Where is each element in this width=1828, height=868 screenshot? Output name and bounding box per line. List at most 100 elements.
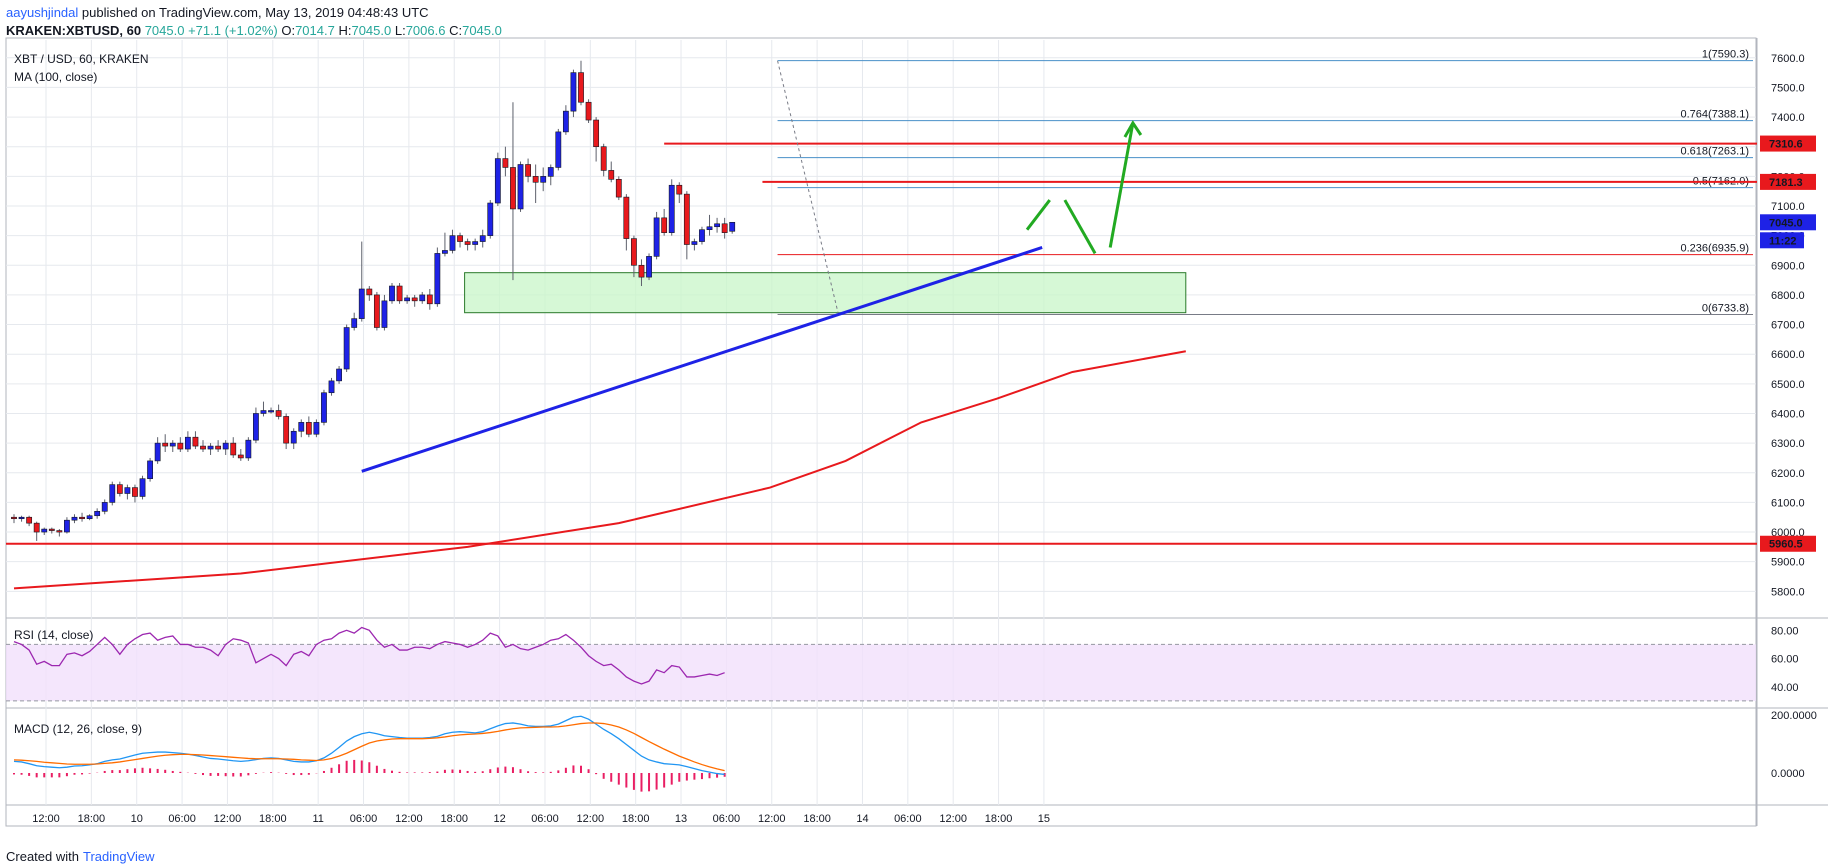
candle-body bbox=[336, 368, 342, 382]
price-pane-title: XBT / USD, 60, KRAKEN bbox=[14, 52, 149, 66]
footer: Created with TradingView bbox=[6, 849, 155, 864]
candle-body bbox=[184, 436, 191, 450]
last-price: 7045.0 bbox=[144, 23, 185, 38]
x-tick-label: 12:00 bbox=[395, 813, 423, 825]
countdown-tag-text: 11:22 bbox=[1769, 235, 1797, 247]
y-tick-label: 6700.0 bbox=[1771, 320, 1805, 332]
candle-body bbox=[683, 193, 690, 245]
fib-level-label: 0(6733.8) bbox=[1702, 303, 1749, 315]
high-label: H: bbox=[338, 23, 352, 38]
candle-body bbox=[86, 515, 93, 520]
candle-body bbox=[472, 241, 479, 245]
author-link[interactable]: aayushjindal bbox=[6, 5, 79, 20]
rsi-pane-title: RSI (14, close) bbox=[14, 628, 93, 642]
x-tick-label: 18:00 bbox=[78, 813, 106, 825]
symbol-name: KRAKEN:XBTUSD, 60 bbox=[6, 23, 142, 38]
x-tick-label: 06:00 bbox=[168, 813, 196, 825]
candle-body bbox=[48, 528, 55, 531]
candle-body bbox=[396, 285, 403, 302]
candle-body bbox=[237, 454, 244, 459]
candle-body bbox=[268, 410, 274, 413]
candle-body bbox=[101, 502, 108, 512]
candle-body bbox=[510, 167, 516, 210]
candle-body bbox=[56, 530, 63, 533]
symbol-line: KRAKEN:XBTUSD, 60 7045.0 +71.1 (+1.02%) … bbox=[6, 22, 1506, 40]
candle-body bbox=[169, 442, 176, 447]
candle-body bbox=[321, 392, 327, 423]
projection-arrow-up bbox=[1025, 199, 1051, 231]
candle-body bbox=[373, 294, 380, 328]
macd-tick-label: 200.0000 bbox=[1771, 710, 1817, 722]
macd-pane[interactable] bbox=[13, 715, 726, 792]
publish-line: aayushjindal published on TradingView.co… bbox=[6, 4, 1506, 22]
candle-body bbox=[479, 235, 486, 242]
macd-line bbox=[13, 715, 725, 776]
y-tick-label: 6100.0 bbox=[1771, 497, 1805, 509]
y-tick-label: 7600.0 bbox=[1771, 53, 1805, 65]
price-pane[interactable]: 1(7590.3)0.764(7388.1)0.618(7263.1)0.5(7… bbox=[6, 49, 1757, 590]
open-label: O: bbox=[281, 23, 296, 38]
x-tick-label: 18:00 bbox=[440, 813, 468, 825]
close-value: 7045.0 bbox=[462, 23, 502, 38]
candle-body bbox=[668, 184, 675, 233]
candle-body bbox=[116, 484, 123, 494]
candle-body bbox=[600, 146, 607, 171]
y-tick-label: 6600.0 bbox=[1771, 349, 1805, 361]
candle-body bbox=[404, 297, 411, 302]
candle-body bbox=[139, 478, 146, 497]
candle-body bbox=[525, 164, 531, 177]
y-tick-label: 6200.0 bbox=[1771, 468, 1805, 480]
price-change: +71.1 (+1.02%) bbox=[188, 23, 278, 38]
axes: 12:00 18:00 10 06:00 12:00 18:00 11 06:00 12:00 1… bbox=[32, 53, 1817, 825]
x-tick-label: 12:00 bbox=[577, 813, 605, 825]
candle-body bbox=[245, 439, 252, 459]
y-tick-label: 7100.0 bbox=[1771, 201, 1805, 213]
low-label: L: bbox=[394, 23, 406, 38]
candle-body bbox=[555, 131, 562, 168]
tradingview-logo[interactable]: TradingView bbox=[82, 849, 155, 864]
support-zone bbox=[464, 272, 1187, 314]
x-tick-label: 14 bbox=[856, 813, 868, 825]
trendline bbox=[361, 246, 1043, 473]
y-tick-label: 6500.0 bbox=[1771, 379, 1805, 391]
candle-body bbox=[132, 487, 138, 497]
x-tick-label: 18:00 bbox=[622, 813, 650, 825]
projection-arrow-down bbox=[1063, 199, 1097, 255]
candle-body bbox=[154, 442, 161, 462]
candle-body bbox=[729, 221, 736, 232]
candle-body bbox=[305, 422, 312, 435]
level-price-tag bbox=[1760, 173, 1816, 190]
macd-tick-label: 0.0000 bbox=[1771, 768, 1805, 780]
x-tick-label: 18:00 bbox=[259, 813, 287, 825]
candle-body bbox=[41, 528, 48, 533]
candle-body bbox=[33, 522, 40, 533]
rsi-tick-label: 60.00 bbox=[1771, 654, 1799, 666]
candle-body bbox=[260, 410, 267, 414]
macd-pane-title: MACD (12, 26, close, 9) bbox=[14, 722, 142, 736]
level-price-tag-text: 7181.3 bbox=[1769, 177, 1803, 189]
candle-body bbox=[222, 442, 229, 450]
last-price-tag bbox=[1760, 214, 1816, 231]
candle-body bbox=[147, 460, 153, 479]
candle-body bbox=[434, 253, 441, 305]
open-value: 7014.7 bbox=[295, 23, 335, 38]
candle-body bbox=[449, 235, 456, 251]
grid bbox=[6, 38, 1828, 826]
candle-body bbox=[192, 436, 199, 447]
candle-body bbox=[313, 422, 320, 435]
y-tick-label: 6900.0 bbox=[1771, 260, 1805, 272]
candle-body bbox=[502, 158, 509, 168]
fib-level-label: 0.764(7388.1) bbox=[1681, 109, 1750, 121]
close-label: C: bbox=[449, 23, 463, 38]
y-tick-label: 7500.0 bbox=[1771, 82, 1805, 94]
x-tick-label: 15 bbox=[1038, 813, 1050, 825]
candle-body bbox=[79, 516, 85, 520]
rsi-pane[interactable] bbox=[6, 626, 1756, 702]
y-tick-label: 5800.0 bbox=[1771, 586, 1805, 598]
low-value: 7006.6 bbox=[405, 23, 446, 38]
candle-body bbox=[381, 300, 388, 328]
candle-body bbox=[691, 241, 698, 245]
rsi-line bbox=[13, 626, 725, 685]
x-tick-label: 12 bbox=[493, 813, 505, 825]
